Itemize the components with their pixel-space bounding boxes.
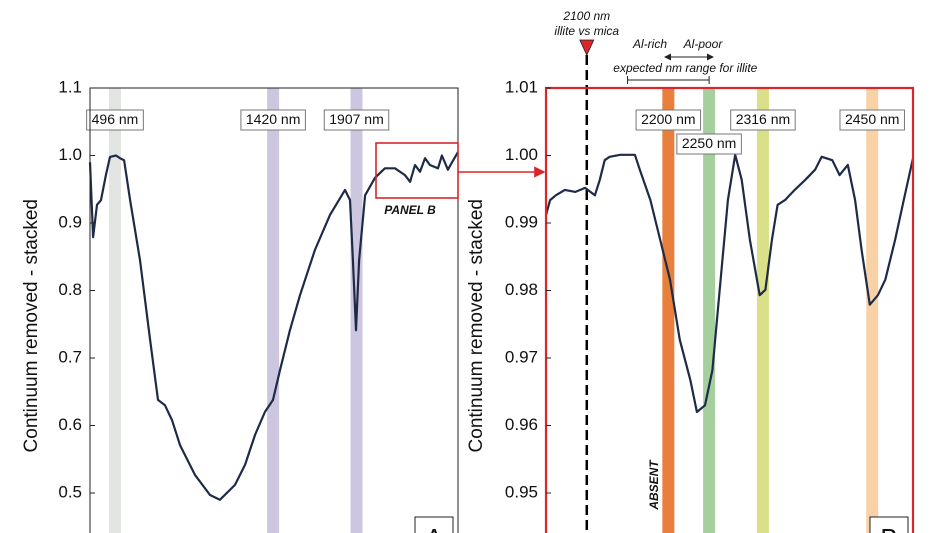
band: [267, 88, 280, 533]
plot-frame: [544, 86, 915, 533]
absent-label: ABSENT: [647, 459, 661, 511]
band: [703, 88, 716, 533]
y-tick-label: 1.0: [58, 145, 82, 164]
y-axis-title: Continuum removed - stacked: [21, 199, 42, 452]
band: [756, 88, 769, 533]
plot-frame: [89, 87, 459, 533]
y-tick-label: 0.98: [505, 280, 538, 299]
y-tick-label: 0.9: [58, 212, 82, 231]
band: [108, 88, 121, 533]
y-tick-label: 0.8: [58, 280, 82, 299]
zoom-label: PANEL B: [384, 203, 436, 217]
y-tick-label: 0.97: [505, 347, 538, 366]
band-label-box: [676, 133, 742, 155]
y-tick-label: 0.96: [505, 415, 538, 434]
y-tick-label: 1.1: [58, 77, 82, 96]
y-axis-title: Continuum removed - stacked: [466, 199, 487, 452]
y-tick-label: 1.00: [505, 145, 538, 164]
spectrum-line: [544, 153, 915, 414]
panel-letter: A: [425, 523, 443, 533]
panel-letter-box: [414, 516, 454, 533]
panel-letter: B: [880, 523, 897, 533]
marker-sublabel: illite vs mica: [554, 24, 619, 38]
band-label-box: [240, 109, 306, 131]
band-label-box: [730, 109, 796, 131]
y-tick-label: 0.99: [505, 212, 538, 231]
band-label-box: [323, 109, 390, 131]
band-label-box: [86, 109, 144, 131]
marker-label: 2100 nm: [562, 9, 610, 23]
band-label-box: [839, 109, 905, 131]
y-tick-label: 0.6: [58, 415, 82, 434]
band-label-box: [635, 109, 702, 131]
range-left-label: Al-rich: [632, 37, 667, 51]
range-right-label: Al-poor: [683, 37, 724, 51]
marker-triangle: [579, 39, 595, 56]
plot-background: [546, 88, 913, 533]
y-tick-label: 0.5: [58, 482, 82, 501]
spectrum-line: [88, 151, 459, 501]
band-label: 496 nm: [92, 111, 139, 127]
band-label: 1907 nm: [329, 111, 383, 127]
y-tick-label: 0.7: [58, 347, 82, 366]
band: [662, 88, 675, 533]
band-label: 2250 nm: [682, 135, 736, 151]
zoom-box: [375, 142, 459, 199]
y-tick-label: 0.95: [505, 482, 538, 501]
band-label: 2450 nm: [845, 111, 899, 127]
band-label: 2316 nm: [736, 111, 790, 127]
band: [866, 88, 879, 533]
y-tick-label: 1.01: [505, 77, 538, 96]
band-label: 2200 nm: [641, 111, 695, 127]
band-label: 1420 nm: [246, 111, 300, 127]
range-label: expected nm range for illite: [613, 61, 757, 75]
panel-letter-box: [869, 516, 909, 533]
